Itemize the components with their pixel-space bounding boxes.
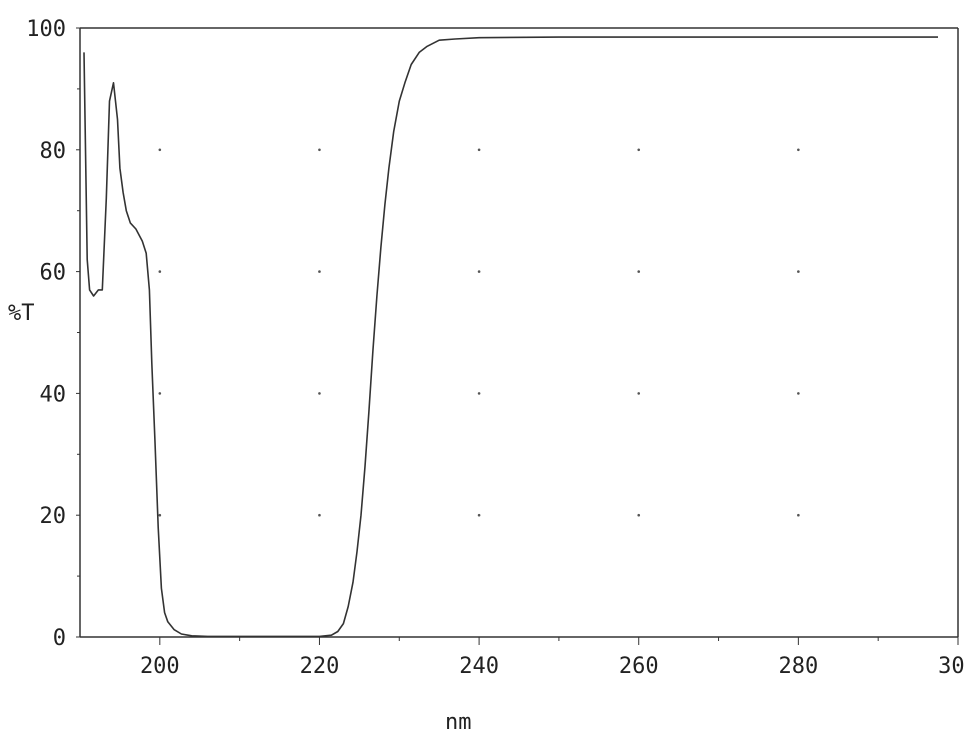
y-axis-ticks: 0 20 40 60 80 100 [26, 17, 80, 651]
series-layer [83, 36, 938, 638]
x-axis-ticks: 200 220 240 260 280 300 [140, 637, 965, 679]
y-tick-label: 80 [40, 139, 67, 164]
grid-dot [158, 513, 162, 517]
y-tick-label: 100 [26, 17, 66, 42]
grid-dot [477, 270, 481, 273]
grid-dot [477, 148, 481, 152]
axes [79, 27, 959, 638]
x-tick-label: 280 [778, 654, 818, 679]
grid-dot [318, 513, 321, 517]
grid-dot [318, 148, 321, 152]
x-tick-label: 240 [459, 654, 499, 679]
y-tick-label: 20 [40, 504, 67, 529]
series-line [83, 36, 938, 638]
grid-dot [477, 392, 481, 395]
x-tick-label: 220 [300, 654, 340, 679]
grid-dot [637, 392, 641, 395]
y-tick-label: 0 [53, 626, 66, 651]
grid-dot [158, 148, 162, 152]
x-tick-label: 260 [619, 654, 659, 679]
grid-dot [637, 513, 641, 517]
grid-dot [797, 270, 800, 273]
grid-dot [797, 392, 800, 395]
y-axis-label: %T [8, 301, 35, 326]
grid-dot [158, 270, 162, 273]
grid-dot [318, 270, 321, 273]
y-tick-label: 40 [40, 382, 67, 407]
y-tick-label: 60 [40, 261, 67, 286]
grid-dot [158, 392, 162, 395]
x-tick-label: 200 [140, 654, 180, 679]
x-axis-label: nm [445, 710, 472, 733]
grid-dot [797, 513, 800, 517]
grid-dot [797, 148, 800, 152]
grid-dot [477, 513, 481, 517]
grid-dot [318, 392, 321, 395]
grid-dot [637, 270, 641, 273]
grid-dots [158, 148, 800, 517]
x-tick-label: 300 [938, 654, 965, 679]
grid-dot [637, 148, 641, 152]
